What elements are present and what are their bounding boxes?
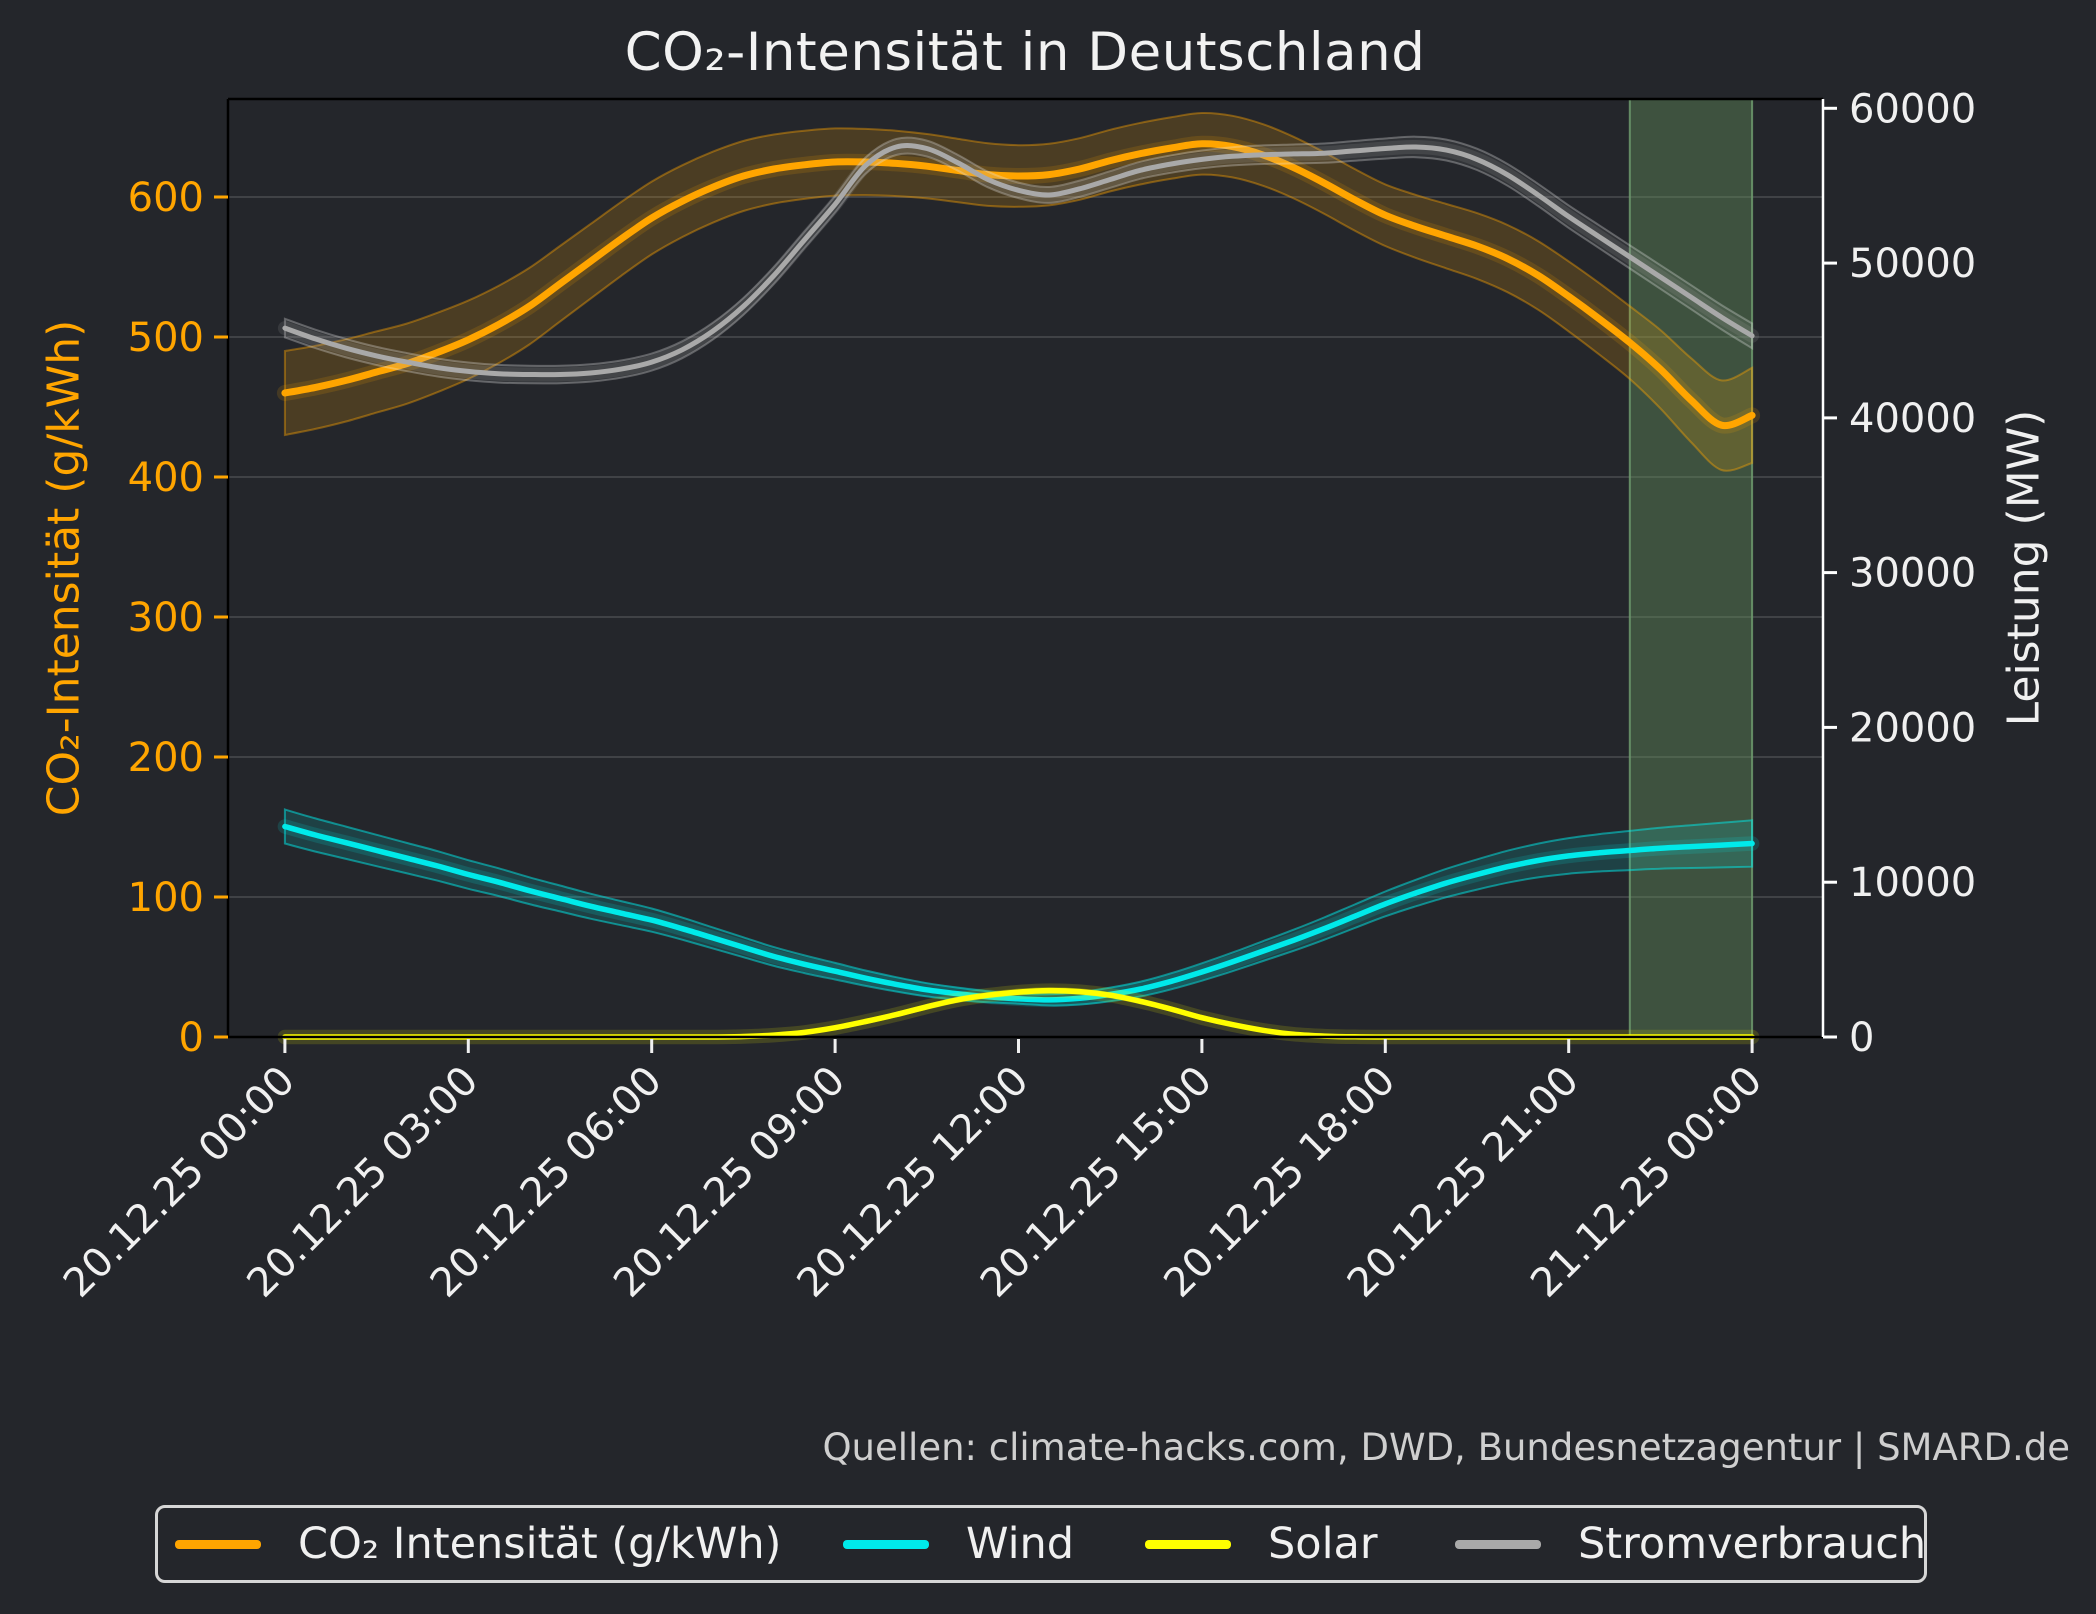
solar-line-glow (277, 983, 1760, 1045)
consumption-confidence-band (283, 135, 1754, 385)
chart-title: CO₂-Intensität in Deutschland (624, 22, 1426, 83)
left-tick-label: 600 (128, 175, 204, 221)
co2-confidence-band (283, 111, 1754, 472)
highlight-span (1628, 98, 1754, 1038)
left-tick-label: 0 (179, 1015, 204, 1061)
left-tick-label: 100 (128, 875, 204, 921)
right-tick-label: 40000 (1849, 396, 1976, 442)
right-tick-label: 60000 (1849, 86, 1976, 132)
right-tick-label: 0 (1849, 1015, 1874, 1061)
legend-item-consumption: Stromverbrauch (1455, 1508, 1926, 1580)
solar-line-swatch (1145, 1540, 1231, 1549)
right-tick-label: 10000 (1849, 860, 1976, 906)
wind-line (282, 823, 1755, 1003)
consumption-line-swatch (1455, 1540, 1541, 1549)
legend: CO₂ Intensität (g/kWh) Wind Solar Stromv… (155, 1505, 1927, 1583)
right-tick-label: 30000 (1849, 551, 1976, 597)
left-tick-label: 300 (128, 595, 204, 641)
co2-line-swatch (175, 1540, 261, 1549)
right-tick-label: 20000 (1849, 705, 1976, 751)
right-tick-label: 50000 (1849, 241, 1976, 287)
legend-item-co2: CO₂ Intensität (g/kWh) (175, 1508, 815, 1580)
legend-label-co2: CO₂ Intensität (g/kWh) (298, 1519, 782, 1569)
left-axis-label: CO₂-Intensität (g/kWh) (38, 319, 90, 817)
source-note: Quellen: climate-hacks.com, DWD, Bundesn… (822, 1426, 2070, 1469)
wind-line-swatch (843, 1540, 929, 1549)
legend-label-consumption: Stromverbrauch (1578, 1519, 1927, 1569)
legend-label-wind: Wind (966, 1519, 1075, 1569)
co2-line (281, 140, 1756, 430)
left-tick-label: 400 (128, 455, 204, 501)
wind-confidence-band (283, 808, 1754, 1007)
legend-item-solar: Solar (1145, 1508, 1435, 1580)
left-tick-label: 500 (128, 315, 204, 361)
legend-item-wind: Wind (843, 1508, 1123, 1580)
legend-label-solar: Solar (1268, 1519, 1378, 1569)
right-axis-label: Leistung (MW) (1998, 409, 2050, 727)
consumption-line (282, 143, 1755, 378)
left-tick-label: 200 (128, 735, 204, 781)
